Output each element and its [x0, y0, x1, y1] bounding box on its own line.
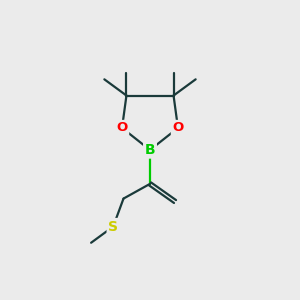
Text: S: S	[108, 220, 118, 234]
Text: B: B	[145, 143, 155, 157]
Text: O: O	[172, 122, 184, 134]
Text: O: O	[116, 122, 128, 134]
